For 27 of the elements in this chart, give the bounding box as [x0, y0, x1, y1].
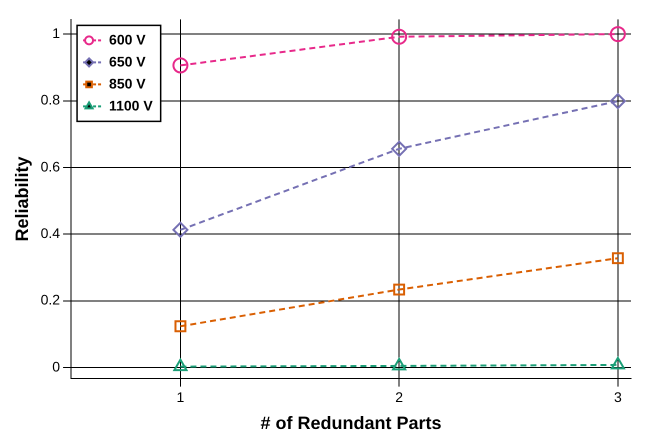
x-tick-label: 3 [614, 388, 622, 405]
point [174, 320, 186, 332]
point [610, 26, 626, 42]
y-tick-label: 0.4 [40, 225, 60, 242]
legend-label: 1100 V [109, 97, 154, 114]
y-tick-label: 0.8 [40, 92, 60, 108]
legend-label: 850 V [109, 75, 146, 92]
point [391, 140, 408, 157]
legend-label: 600 V [109, 31, 146, 48]
point [612, 252, 624, 264]
point [392, 358, 406, 370]
point [391, 28, 408, 45]
y-tick-label: 1 [52, 24, 60, 41]
y-tick-label: 0.6 [40, 158, 60, 174]
legend-label: 650 V [109, 53, 146, 70]
point [393, 284, 406, 296]
x-axis-title: # of Redundant Parts [260, 413, 442, 434]
point [172, 222, 188, 238]
point [173, 358, 188, 372]
point [610, 93, 626, 110]
x-tick-label: 2 [395, 388, 404, 405]
y-tick-label: 0 [52, 358, 60, 374]
point [610, 356, 625, 370]
point [172, 57, 188, 74]
y-axis-title: Reliability [12, 156, 32, 242]
y-tick-label: 0.2 [40, 292, 60, 308]
x-tick-label: 1 [176, 388, 185, 405]
